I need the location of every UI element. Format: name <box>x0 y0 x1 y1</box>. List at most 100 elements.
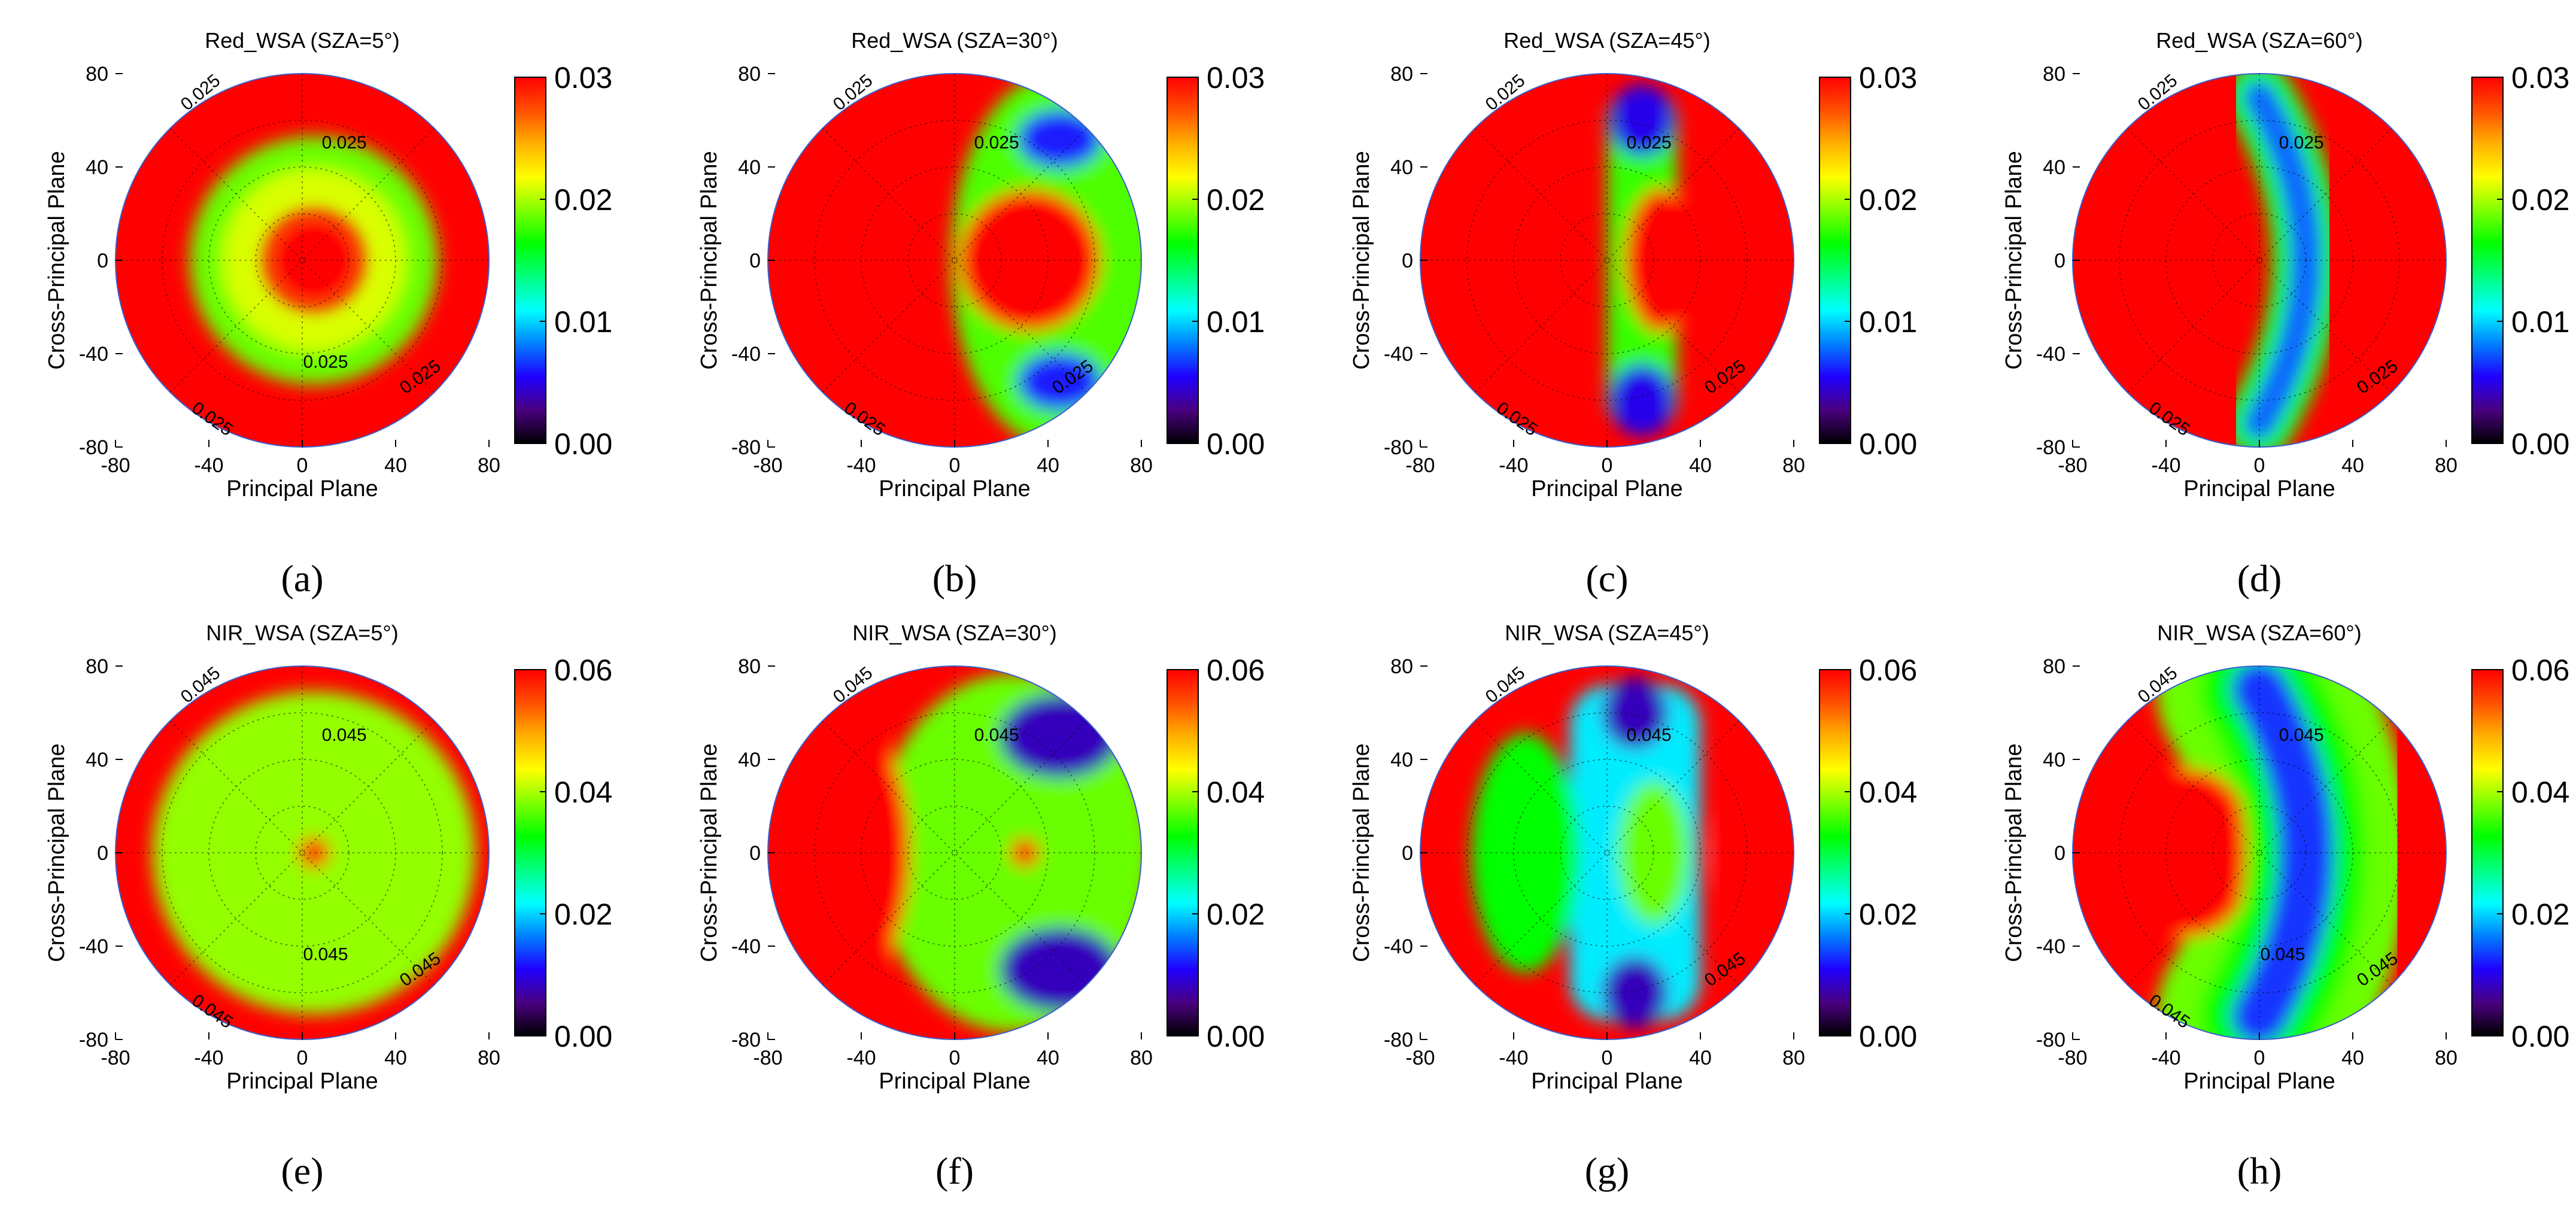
colorbar-tick-label: 0.04 <box>2511 776 2569 809</box>
x-tick-label: 0 <box>1602 454 1613 477</box>
heatmap-field <box>1420 666 1794 1039</box>
y-tick-label: -80 <box>731 1029 761 1051</box>
heatmap-minimum <box>1609 84 1675 156</box>
x-axis-label: Principal Plane <box>226 476 378 501</box>
y-tick-label: -40 <box>731 935 761 958</box>
x-tick-label: 0 <box>297 454 308 477</box>
colorbar-tick-label: 0.03 <box>1859 61 1917 95</box>
x-axis-label: Principal Plane <box>879 1069 1030 1094</box>
y-tick-label: 80 <box>738 655 761 678</box>
colorbar-tick-label: 0.02 <box>1859 898 1917 931</box>
heatmap-hotspot <box>1010 838 1039 867</box>
y-tick-label: -40 <box>1384 343 1413 366</box>
colorbar <box>514 77 546 444</box>
heatmap-mark <box>1607 84 1697 436</box>
y-tick-label: 40 <box>2043 749 2065 771</box>
contour-label: 0.045 <box>303 944 348 964</box>
y-tick-label: -40 <box>731 343 761 366</box>
panel-label: (e) <box>281 1150 323 1192</box>
chart-panel-e: -80 -40 0 40 80 80 40 0 -40 -80 NIR_WSA (SZA=5°) Pr… <box>44 621 612 1192</box>
heatmap-mark <box>1471 677 1794 1029</box>
colorbar-tick-label: 0.00 <box>1207 427 1265 461</box>
y-tick-label: -80 <box>731 436 761 459</box>
colorbar-tick-label: 0.02 <box>1207 898 1265 931</box>
chart-title: Red_WSA (SZA=30°) <box>851 28 1058 53</box>
grid-circle <box>162 120 443 401</box>
chart-title: NIR_WSA (SZA=30°) <box>852 621 1057 645</box>
colorbar-tick-label: 0.06 <box>2511 653 2569 687</box>
panel-label: (a) <box>281 557 323 600</box>
colorbar-tick-label: 0.06 <box>1859 653 1917 687</box>
colorbar-tick-label: 0.03 <box>1207 61 1265 95</box>
colorbar-tick-label: 0.03 <box>554 61 612 95</box>
x-tick-label: 40 <box>1037 454 1059 477</box>
x-tick-label: 0 <box>2254 1047 2265 1069</box>
heatmap-hotspot <box>958 190 1100 331</box>
panel-label: (f) <box>935 1150 974 1192</box>
colorbar-tick-label: 0.02 <box>2511 183 2569 217</box>
x-tick-label: 0 <box>1602 1047 1613 1069</box>
colorbar-tick-label: 0.06 <box>1207 653 1265 687</box>
contour-label: 0.025 <box>974 133 1019 153</box>
contour-label: 0.045 <box>1627 725 1672 745</box>
heatmap-minimum <box>1609 364 1675 436</box>
y-tick-label: 0 <box>1402 250 1413 272</box>
panel-label: (b) <box>932 557 977 600</box>
x-tick-label: 40 <box>1037 1047 1059 1069</box>
panel-label: (g) <box>1585 1150 1630 1192</box>
x-tick-label: 0 <box>2254 454 2265 477</box>
y-axis-label: Cross-Principal Plane <box>2001 151 2027 369</box>
colorbar-tick-label: 0.02 <box>1859 183 1917 217</box>
chart-panel-g: -80 -40 0 40 80 80 40 0 -40 -80 NIR_WSA (SZA=45°) P… <box>1349 621 1917 1192</box>
y-tick-label: 0 <box>2054 250 2065 272</box>
x-axis-label: Principal Plane <box>879 476 1030 501</box>
y-tick-label: -40 <box>2036 343 2065 366</box>
x-tick-label: -40 <box>846 454 876 477</box>
chart-title: NIR_WSA (SZA=60°) <box>2157 621 2362 645</box>
y-tick-label: -80 <box>1384 1029 1413 1051</box>
chart-title: NIR_WSA (SZA=5°) <box>206 621 398 645</box>
contour-label: 0.025 <box>2279 133 2324 153</box>
x-axis-label: Principal Plane <box>226 1069 378 1094</box>
y-tick-label: -80 <box>2036 1029 2065 1051</box>
heatmap-lobe <box>2124 769 2255 937</box>
colorbar-tick-label: 0.01 <box>554 305 612 339</box>
x-tick-label: 0 <box>949 454 961 477</box>
grid-circle <box>814 120 1095 401</box>
heatmap-minimum <box>1000 928 1120 1011</box>
x-tick-label: 40 <box>2341 1047 2364 1069</box>
y-tick-label: 0 <box>1402 842 1413 865</box>
y-axis-label: Cross-Principal Plane <box>2001 743 2027 962</box>
x-tick-label: 80 <box>2435 454 2457 477</box>
polar-grid <box>1420 666 1794 1039</box>
chart-title: Red_WSA (SZA=5°) <box>205 28 400 53</box>
x-tick-label: 80 <box>1130 454 1153 477</box>
x-tick-label: 0 <box>949 1047 961 1069</box>
colorbar-tick-label: 0.04 <box>1859 776 1917 809</box>
polar-grid <box>1420 74 1794 447</box>
x-tick-label: 40 <box>1689 1047 1712 1069</box>
x-tick-label: -40 <box>846 1047 876 1069</box>
x-axis-label: Principal Plane <box>1531 476 1682 501</box>
y-tick-label: 40 <box>738 156 761 179</box>
grid-circle <box>162 712 443 993</box>
y-tick-label: 0 <box>97 842 108 865</box>
colorbar-tick-label: 0.03 <box>2511 61 2569 95</box>
panel-label: (c) <box>1585 557 1628 600</box>
x-tick-label: -80 <box>2058 454 2087 477</box>
x-tick-label: -40 <box>1499 1047 1528 1069</box>
colorbar <box>1167 669 1199 1036</box>
contour-label: 0.045 <box>2260 944 2305 964</box>
polar-grid <box>2073 666 2446 1039</box>
y-tick-label: 0 <box>749 250 761 272</box>
grid-circle <box>1466 120 1748 401</box>
heatmap-field <box>116 666 489 1039</box>
colorbar-tick-label: 0.00 <box>554 1020 612 1053</box>
colorbar-tick-label: 0.02 <box>554 183 612 217</box>
heatmap-minimum <box>1602 957 1668 1029</box>
heatmap-minimum <box>1602 677 1668 749</box>
x-tick-label: -40 <box>194 1047 223 1069</box>
chart-panel-h: -80 -40 0 40 80 80 40 0 -40 -80 NIR_WSA (SZA=60°) P… <box>2001 621 2569 1192</box>
x-tick-label: 0 <box>297 1047 308 1069</box>
